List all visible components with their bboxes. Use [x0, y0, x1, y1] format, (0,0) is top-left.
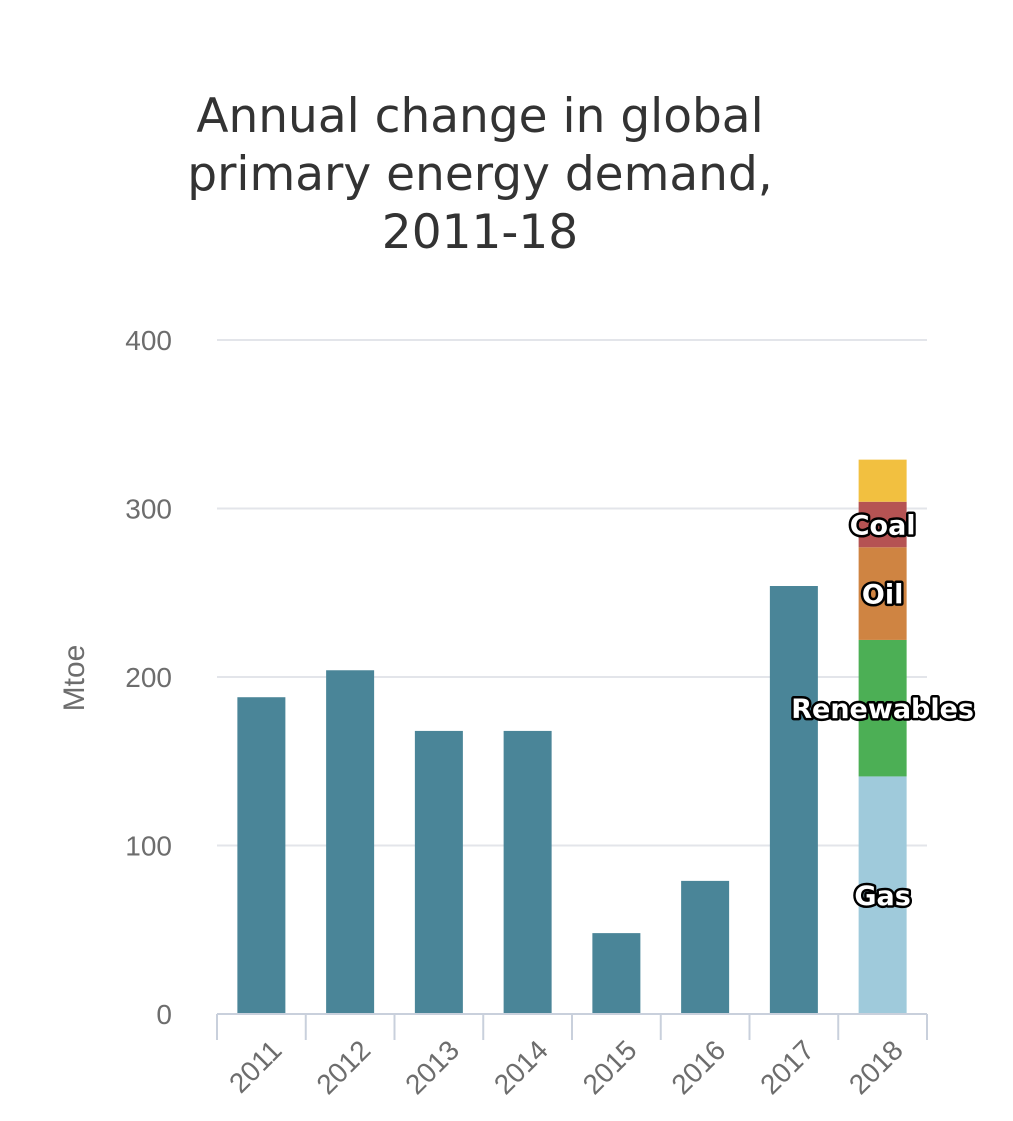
- segment-label: Renewables: [791, 694, 974, 725]
- y-tick-label: 200: [125, 662, 172, 693]
- x-tick-label: 2011: [223, 1034, 288, 1099]
- chart-title: Annual change in global primary energy d…: [130, 88, 830, 262]
- bar: [592, 933, 641, 1014]
- y-axis-ticks: 0 100 200 300 400: [125, 325, 172, 1030]
- chart-title-line-1: Annual change in global: [196, 89, 764, 144]
- bar: [414, 730, 463, 1014]
- bar: [681, 880, 730, 1014]
- grid-lines: [217, 339, 927, 847]
- x-tick-label: 2014: [488, 1034, 554, 1100]
- stacked-segment-renewables: [858, 639, 907, 777]
- bar: [503, 730, 552, 1014]
- x-tick-label: 2018: [843, 1034, 909, 1100]
- x-axis-ticks: 2011 2012 2013 2014 2015 2016 2017 2018: [223, 1034, 909, 1100]
- x-tick-label: 2012: [310, 1034, 376, 1100]
- x-tick-label: 2015: [577, 1034, 643, 1100]
- y-tick-label: 400: [125, 325, 172, 356]
- y-axis-title: Mtoe: [58, 645, 91, 712]
- segment-label: Oil: [862, 580, 903, 611]
- segment-label: Coal: [850, 511, 916, 542]
- bars: [237, 459, 907, 1014]
- chart-title-line-2: primary energy demand,: [187, 147, 773, 202]
- stacked-segment-other: [858, 459, 907, 502]
- x-tick-label: 2013: [399, 1034, 465, 1100]
- chart-title-line-3: 2011-18: [381, 205, 579, 260]
- x-tick-label: 2016: [665, 1034, 731, 1100]
- stacked-segment-gas: [858, 776, 907, 1014]
- bar: [326, 670, 375, 1014]
- x-axis: [216, 1013, 928, 1040]
- bar: [237, 697, 286, 1014]
- segment-label: Gas: [854, 881, 910, 912]
- bar: [769, 586, 818, 1014]
- stacked-segment-oil: [858, 547, 907, 640]
- stacked-segment-coal: [858, 501, 907, 548]
- y-tick-label: 300: [125, 494, 172, 525]
- x-tick-label: 2017: [754, 1034, 820, 1100]
- y-tick-label: 0: [156, 999, 172, 1030]
- segment-labels: Gas Renewables Oil Coal: [789, 508, 977, 915]
- y-tick-label: 100: [125, 831, 172, 862]
